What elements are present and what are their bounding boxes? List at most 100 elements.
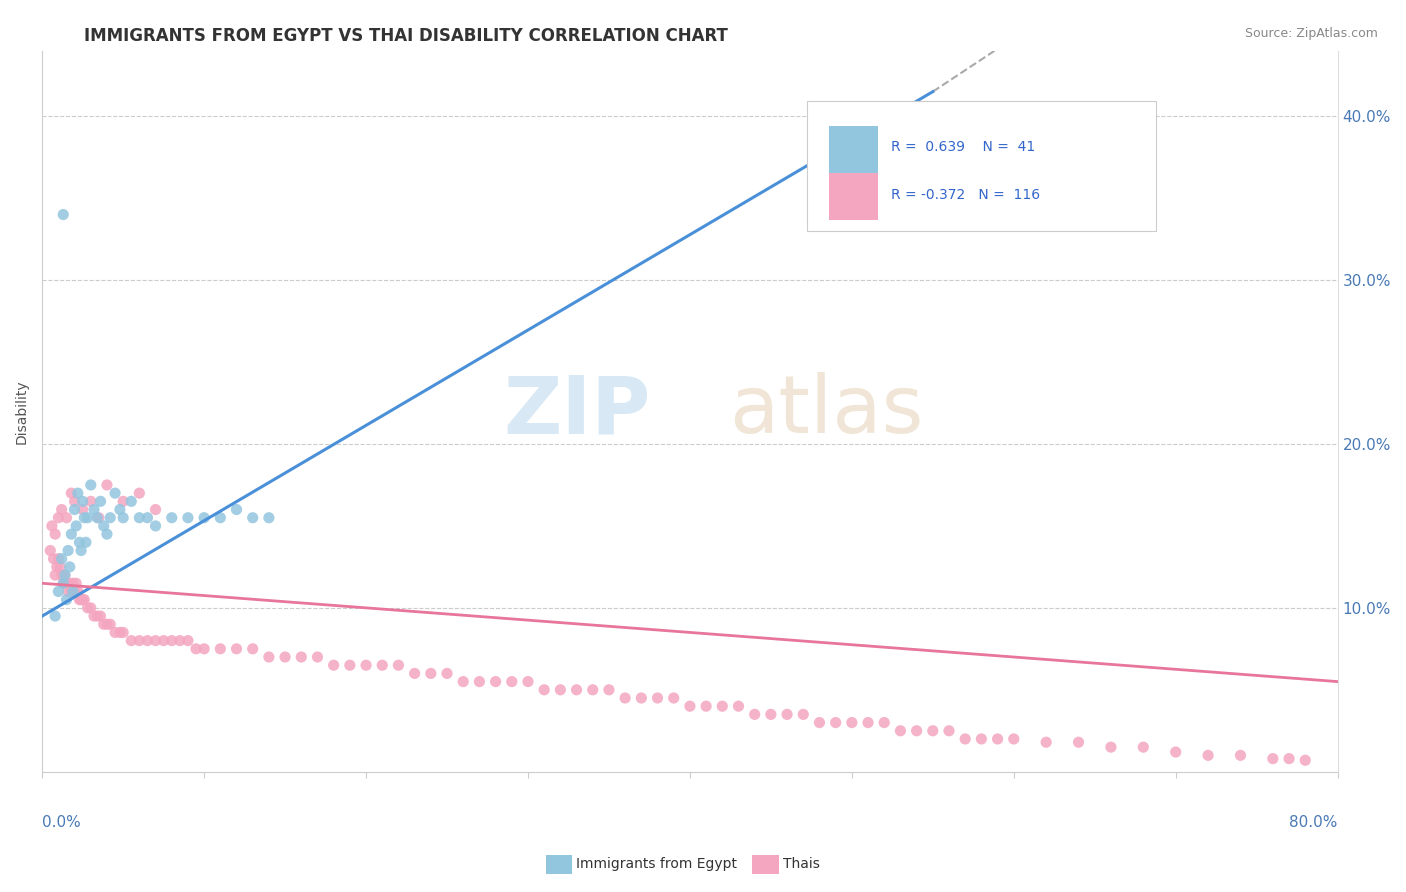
FancyBboxPatch shape [828, 173, 877, 220]
Point [51, 502, 73, 516]
Point [953, 731, 976, 746]
Point [87, 510, 110, 524]
Point [873, 715, 896, 730]
Point [808, 715, 831, 730]
Point [98, 510, 121, 524]
Point [404, 666, 426, 681]
Point [65, 576, 87, 591]
Text: R =  0.639    N =  41: R = 0.639 N = 41 [891, 139, 1035, 153]
Point [921, 723, 943, 738]
Point [39, 543, 62, 558]
Point [145, 502, 167, 516]
FancyBboxPatch shape [546, 855, 572, 874]
Point [419, 666, 441, 681]
Point [371, 658, 394, 673]
Point [242, 510, 264, 524]
Point [45, 560, 67, 574]
Point [56, 543, 79, 558]
Text: 0.0%: 0.0% [42, 815, 82, 830]
Point [160, 510, 183, 524]
Point [80, 600, 103, 615]
Point [66, 486, 89, 500]
Point [436, 666, 458, 681]
Point [70, 592, 93, 607]
Point [177, 633, 200, 648]
Point [120, 633, 142, 648]
Point [62, 576, 84, 591]
Point [67, 535, 90, 549]
Text: ZIP: ZIP [503, 372, 651, 450]
Point [987, 731, 1010, 746]
Text: Source: ZipAtlas.com: Source: ZipAtlas.com [1244, 27, 1378, 40]
Point [104, 486, 127, 500]
Point [759, 707, 782, 722]
Point [55, 592, 77, 607]
Point [451, 674, 474, 689]
Point [501, 674, 523, 689]
Point [1197, 748, 1219, 763]
Point [89, 494, 111, 508]
Point [108, 502, 131, 516]
Point [1099, 740, 1122, 755]
Point [70, 543, 93, 558]
Point [72, 494, 94, 508]
Point [51, 551, 73, 566]
Point [63, 502, 86, 516]
Point [41, 519, 63, 533]
Point [290, 650, 312, 665]
Point [322, 658, 344, 673]
Point [128, 510, 150, 524]
Point [354, 658, 377, 673]
Point [56, 584, 79, 599]
Point [630, 690, 652, 705]
Point [80, 494, 103, 508]
Point [1278, 751, 1301, 765]
Point [517, 674, 540, 689]
Point [711, 699, 734, 714]
Point [55, 576, 77, 591]
Point [96, 478, 118, 492]
Point [152, 633, 174, 648]
FancyBboxPatch shape [807, 101, 1156, 231]
Point [1002, 731, 1025, 746]
Point [824, 715, 846, 730]
Text: 80.0%: 80.0% [1289, 815, 1337, 830]
Point [75, 535, 97, 549]
Point [856, 715, 879, 730]
Point [193, 510, 215, 524]
Point [44, 568, 66, 582]
Point [120, 494, 142, 508]
Text: R = -0.372   N =  116: R = -0.372 N = 116 [891, 188, 1040, 202]
Point [63, 494, 86, 508]
Point [387, 658, 409, 673]
Point [1294, 753, 1316, 767]
Point [59, 560, 82, 574]
Point [193, 641, 215, 656]
Point [177, 510, 200, 524]
Point [53, 568, 76, 582]
Text: Immigrants from Egypt: Immigrants from Egypt [576, 857, 738, 871]
Point [274, 650, 297, 665]
Point [225, 641, 247, 656]
Point [86, 510, 108, 524]
FancyBboxPatch shape [828, 127, 877, 173]
Point [44, 609, 66, 624]
Point [905, 723, 928, 738]
Point [98, 617, 121, 632]
Point [1229, 748, 1251, 763]
Point [112, 625, 135, 640]
Text: atlas: atlas [728, 372, 924, 450]
Point [48, 510, 70, 524]
Point [104, 625, 127, 640]
Point [112, 510, 135, 524]
Point [66, 584, 89, 599]
Point [533, 682, 555, 697]
Point [225, 502, 247, 516]
FancyBboxPatch shape [752, 855, 779, 874]
Point [80, 478, 103, 492]
Point [307, 650, 329, 665]
Point [86, 609, 108, 624]
Point [468, 674, 491, 689]
Point [52, 576, 75, 591]
Point [160, 633, 183, 648]
